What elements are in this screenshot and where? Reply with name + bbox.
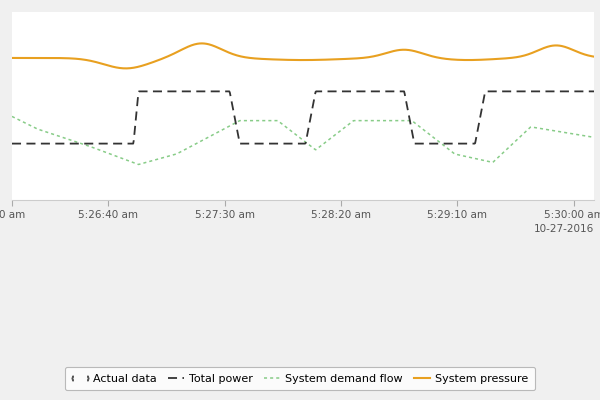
Legend: Actual data, Total power, System demand flow, System pressure: Actual data, Total power, System demand … [65, 367, 535, 390]
Text: 10-27-2016: 10-27-2016 [534, 224, 594, 234]
